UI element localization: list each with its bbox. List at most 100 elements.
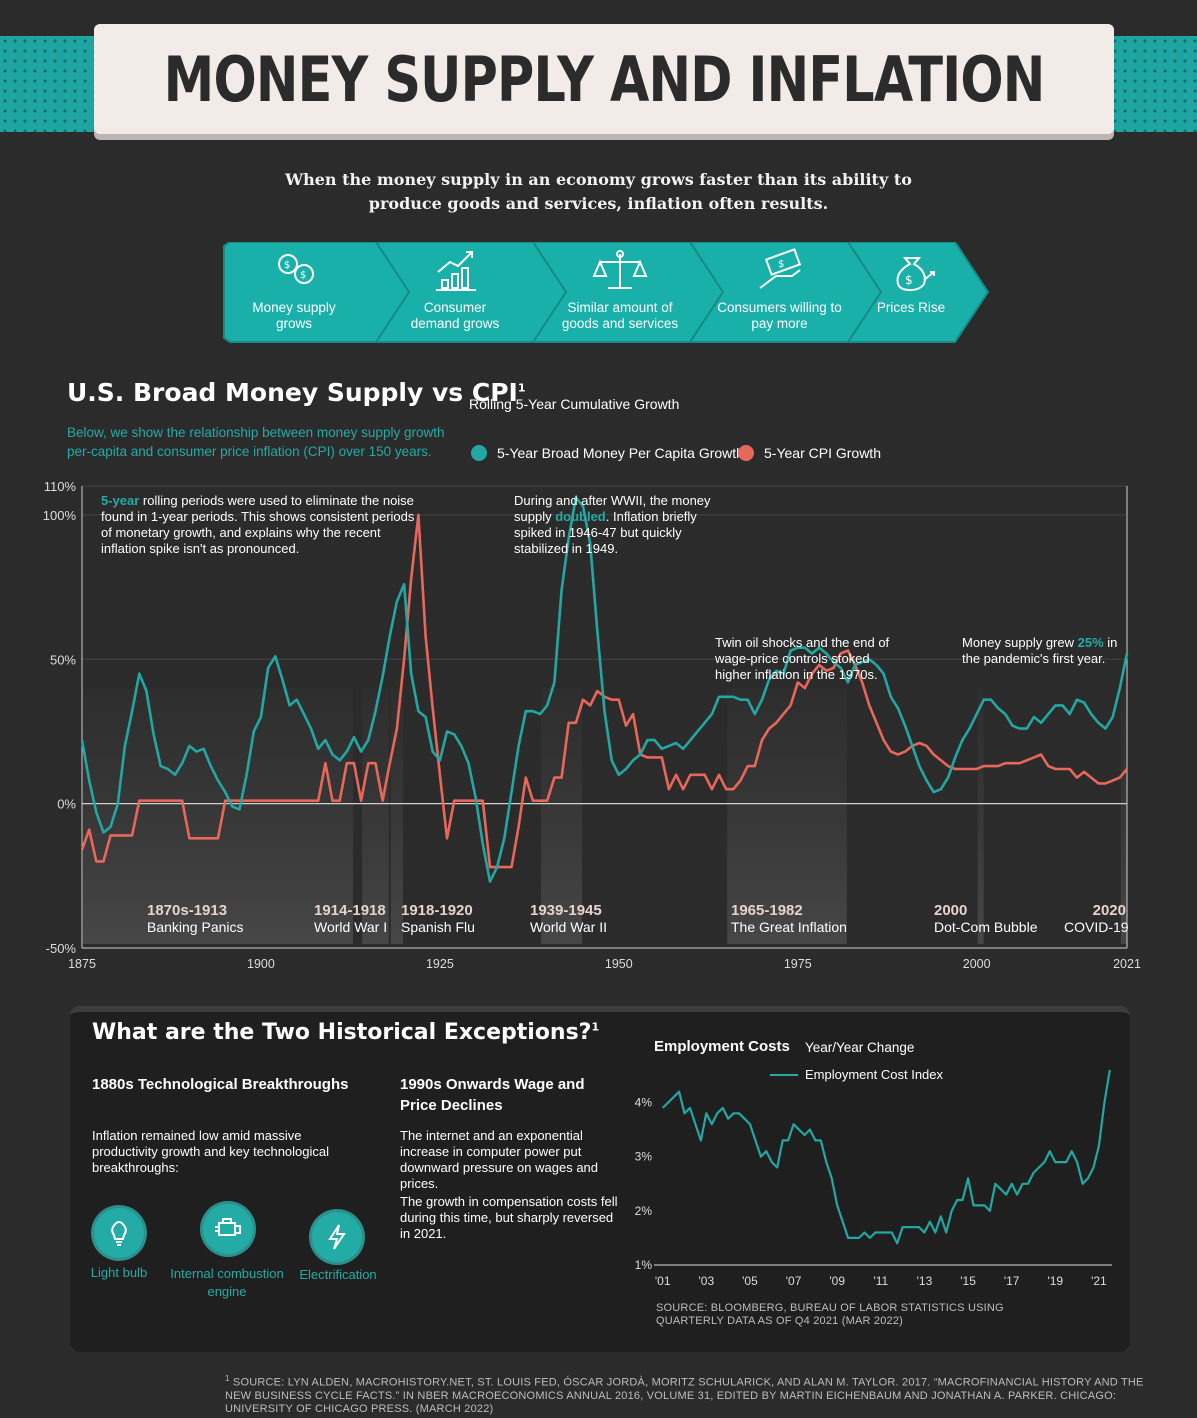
period-name: The Great Inflation bbox=[731, 919, 847, 935]
main-chart-subheading: Rolling 5-Year Cumulative Growth bbox=[469, 396, 680, 412]
footnote-text: SOURCE: LYN ALDEN, MACROHISTORY.NET, ST.… bbox=[225, 1376, 1144, 1415]
footnote: 1 SOURCE: LYN ALDEN, MACROHISTORY.NET, S… bbox=[225, 1372, 1145, 1416]
shaded-period-1 bbox=[362, 688, 389, 944]
period-great-inflation: 1965-1982 The Great Inflation bbox=[731, 902, 847, 936]
emp-x-tick-label: '21 bbox=[1091, 1274, 1107, 1288]
emp-legend-line bbox=[770, 1074, 798, 1076]
period-name: Banking Panics bbox=[147, 919, 244, 935]
annotation-pandemic-post: in the pandemic's first year. bbox=[962, 635, 1118, 666]
annotation-rolling-highlight: 5-year bbox=[101, 493, 140, 508]
col2-text-2: The growth in compensation costs fell du… bbox=[400, 1194, 618, 1241]
svg-text:$: $ bbox=[778, 259, 784, 270]
annotation-rolling-text: rolling periods were used to eliminate t… bbox=[101, 493, 415, 556]
process-chevron-1 bbox=[223, 242, 411, 343]
y-tick-label: -50% bbox=[46, 941, 77, 956]
main-chart-heading: U.S. Broad Money Supply vs CPI1 bbox=[67, 378, 526, 407]
process-step-3-label: Similar amount of goods and services bbox=[561, 300, 679, 331]
emp-x-tick-label: '13 bbox=[917, 1274, 933, 1288]
legend-dot-cpi bbox=[738, 445, 754, 461]
bar-chart-up-icon bbox=[436, 251, 476, 291]
process-step-1-label: Money supply grows bbox=[252, 300, 336, 331]
footnote-sup: 1 bbox=[225, 1374, 230, 1383]
period-name: World War II bbox=[530, 919, 608, 935]
electrification-label: Electrification bbox=[299, 1267, 377, 1282]
emp-y-tick-label: 1% bbox=[635, 1258, 653, 1272]
col1-text: Inflation remained low amid massive prod… bbox=[92, 1128, 330, 1175]
annotation-wwii-highlight: doubled bbox=[555, 509, 606, 524]
y-tick-label: 0% bbox=[57, 797, 76, 812]
main-chart-heading-sup: 1 bbox=[517, 381, 526, 395]
coins-icon: $$ bbox=[278, 254, 314, 284]
annotation-pandemic-pre: Money supply grew bbox=[962, 635, 1078, 650]
annotation-oil-shocks: Twin oil shocks and the end of wage-pric… bbox=[715, 635, 890, 682]
x-tick-label: 1975 bbox=[784, 957, 812, 971]
emp-chart-subtitle: Year/Year Change bbox=[805, 1040, 915, 1055]
scales-icon bbox=[592, 250, 648, 289]
period-years: 2000 bbox=[934, 902, 968, 919]
intro-text: When the money supply in an economy grow… bbox=[285, 170, 912, 213]
engine-icon bbox=[203, 1204, 253, 1254]
svg-text:$: $ bbox=[300, 270, 306, 281]
col1-title: 1880s Technological Breakthroughs bbox=[92, 1076, 349, 1093]
period-name: Dot-Com Bubble bbox=[934, 919, 1038, 935]
process-flow: $$ $ $ bbox=[223, 242, 990, 343]
x-tick-label: 1900 bbox=[247, 957, 275, 971]
annotation-pandemic-highlight: 25% bbox=[1077, 635, 1104, 650]
process-step-2-label: Consumer demand grows bbox=[410, 300, 500, 331]
main-chart-heading-text: U.S. Broad Money Supply vs CPI bbox=[67, 378, 518, 407]
x-tick-label: 2021 bbox=[1113, 957, 1141, 971]
process-step-5-label: Prices Rise bbox=[876, 300, 946, 315]
money-bag-icon: $ bbox=[896, 257, 935, 292]
emp-y-tick-label: 4% bbox=[635, 1096, 653, 1110]
emp-x-tick-label: '11 bbox=[873, 1274, 888, 1288]
money-cpi-chart: 110% 100% 50% 0% -50%1875 1900 1925 1950 1975 200… bbox=[43, 479, 1141, 971]
x-tick-label: 1950 bbox=[605, 957, 633, 971]
engine-label: Internal combustion engine bbox=[170, 1266, 284, 1299]
period-name: World War I bbox=[314, 919, 388, 935]
series-line-money-supply bbox=[80, 496, 1129, 883]
exceptions-heading-text: What are the Two Historical Exceptions? bbox=[92, 1020, 592, 1045]
shaded-period-3 bbox=[541, 688, 583, 944]
employment-cost-chart: 4% 3% 2% 1%'01 '03 '05 '07 '09 '11 '13 '15 '17 '19 '2… bbox=[635, 1069, 1112, 1288]
period-years: 1939-1945 bbox=[530, 902, 602, 919]
exceptions-heading-sup: 1 bbox=[591, 1020, 600, 1034]
exceptions-panel bbox=[70, 1006, 1130, 1352]
shaded-period-6 bbox=[1120, 688, 1127, 944]
svg-text:$: $ bbox=[284, 260, 290, 271]
legend-label-cpi: 5-Year CPI Growth bbox=[764, 445, 881, 461]
annotation-wwii: During and after WWII, the money supply … bbox=[514, 493, 724, 557]
col2-text-1: The internet and an exponential increase… bbox=[400, 1128, 599, 1191]
annotation-rolling: 5-year rolling periods were used to elim… bbox=[101, 493, 421, 557]
legend-label-money: 5-Year Broad Money Per Capita Growth bbox=[497, 445, 744, 461]
period-years: 1914-1918 bbox=[314, 902, 386, 919]
period-years: 1870s-1913 bbox=[147, 902, 228, 919]
hand-cash-icon: $ bbox=[759, 248, 802, 289]
emp-x-tick-label: '15 bbox=[960, 1274, 976, 1288]
period-banking-panics: 1870s-1913 Banking Panics bbox=[147, 902, 244, 936]
exceptions-heading: What are the Two Historical Exceptions?1 bbox=[92, 1020, 599, 1045]
shaded-period-2 bbox=[390, 688, 404, 944]
main-chart-description: Below, we show the relationship between … bbox=[67, 425, 445, 459]
x-tick-label: 2000 bbox=[963, 957, 991, 971]
light-bulb-icon bbox=[94, 1208, 144, 1258]
emp-y-tick-label: 3% bbox=[635, 1150, 653, 1164]
period-years: 2020 bbox=[1092, 902, 1126, 919]
x-tick-label: 1875 bbox=[68, 957, 96, 971]
period-years: 1918-1920 bbox=[401, 902, 473, 919]
emp-series-line bbox=[661, 1069, 1111, 1245]
process-step-4-label: Consumers willing to pay more bbox=[717, 300, 842, 331]
emp-x-tick-label: '03 bbox=[699, 1274, 715, 1288]
period-name: COVID-19 bbox=[1064, 919, 1129, 935]
period-dot-com: 2000 Dot-Com Bubble bbox=[934, 902, 1038, 936]
emp-chart-title: Employment Costs bbox=[654, 1038, 790, 1055]
shaded-period-5 bbox=[977, 688, 984, 944]
emp-x-tick-label: '17 bbox=[1004, 1274, 1020, 1288]
annotation-wwii-pre: During and after WWII, the money supply bbox=[514, 493, 711, 524]
emp-x-tick-label: '09 bbox=[829, 1274, 845, 1288]
y-tick-label: 50% bbox=[50, 652, 76, 667]
period-world-war-1: 1914-1918 World War I bbox=[314, 902, 387, 936]
period-covid: 2020 COVID-19 bbox=[1064, 902, 1129, 936]
emp-legend-label: Employment Cost Index bbox=[805, 1067, 944, 1082]
emp-x-tick-label: '05 bbox=[742, 1274, 758, 1288]
emp-x-tick-label: '19 bbox=[1047, 1274, 1063, 1288]
